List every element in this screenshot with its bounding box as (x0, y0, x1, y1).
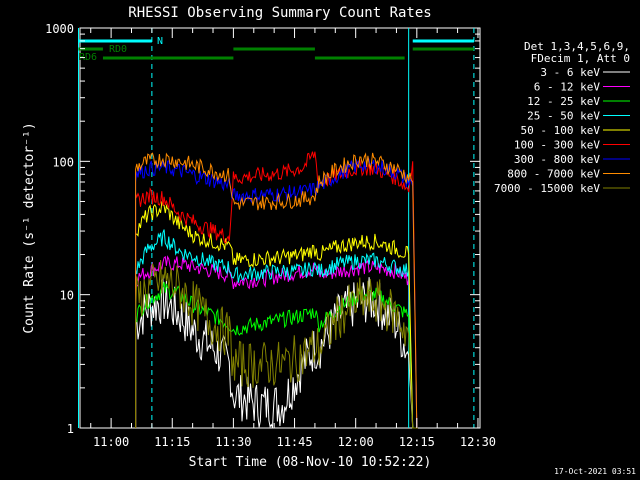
vertical-marker-lines (78, 28, 475, 428)
x-tick-label-3: 11:45 (276, 435, 312, 449)
y-axis-label: Count Rate (s⁻¹ detector⁻¹) (22, 122, 37, 333)
series-lines (135, 151, 418, 429)
state-bars: N RD0 RD6 (78, 36, 474, 63)
chart-title: RHESSI Observing Summary Count Rates (128, 5, 431, 21)
legend-header-1: FDecim 1, Att 0 (531, 52, 630, 65)
y-tick-label-0: 1 (67, 422, 74, 436)
legend-label-8: 800 - 7000 keV (507, 168, 600, 181)
x-tick-label-2: 11:30 (215, 435, 251, 449)
y-tick-label-2: 100 (52, 155, 74, 169)
y-axis: 1 10 100 1000 (45, 22, 480, 436)
state-bar-label-1: RD0 (109, 44, 127, 55)
plot-frame (79, 27, 481, 429)
state-bar-label-2: RD6 (79, 52, 97, 63)
x-axis: 11:00 11:15 11:30 11:45 12:00 12:15 12:30 (90, 28, 496, 449)
x-tick-label-0: 11:00 (93, 435, 129, 449)
legend-label-5: 50 - 100 keV (521, 124, 601, 137)
legend-header-0: Det 1,3,4,5,6,9, (524, 40, 630, 53)
legend: Det 1,3,4,5,6,9,FDecim 1, Att 03 - 6 keV… (494, 40, 630, 195)
y-tick-label-1: 10 (60, 289, 74, 303)
x-tick-label-1: 11:15 (154, 435, 190, 449)
series-line-6 (135, 151, 418, 429)
series-line-4 (135, 229, 418, 429)
x-axis-label: Start Time (08-Nov-10 10:52:22) (189, 455, 432, 470)
legend-label-3: 12 - 25 keV (527, 95, 600, 108)
legend-label-6: 100 - 300 keV (514, 139, 600, 152)
legend-label-4: 25 - 50 keV (527, 110, 600, 123)
series-line-9 (135, 259, 418, 429)
x-tick-label-5: 12:15 (399, 435, 435, 449)
series-line-8 (135, 152, 418, 429)
legend-label-7: 300 - 800 keV (514, 153, 600, 166)
legend-label-1: 3 - 6 keV (540, 66, 600, 79)
legend-label-9: 7000 - 15000 keV (494, 182, 600, 195)
x-tick-label-6: 12:30 (460, 435, 496, 449)
state-bar-label-0: N (157, 36, 163, 47)
y-tick-label-3: 1000 (45, 22, 74, 36)
footer-timestamp: 17-Oct-2021 03:51 (554, 467, 636, 476)
legend-label-2: 6 - 12 keV (534, 81, 601, 94)
series-line-2 (135, 255, 418, 429)
x-tick-label-4: 12:00 (338, 435, 374, 449)
series-line-7 (135, 155, 418, 429)
